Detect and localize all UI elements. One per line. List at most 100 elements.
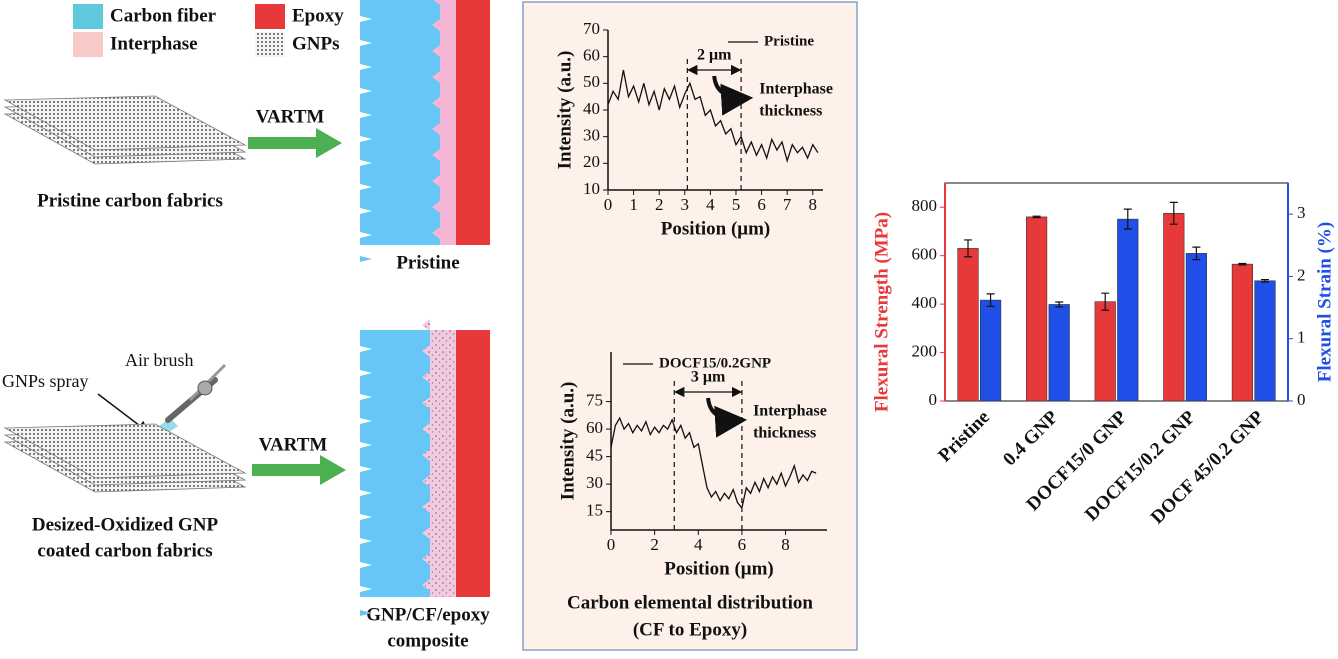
y-tick-label: 200 — [912, 341, 938, 360]
x-tick-label: 7 — [783, 195, 792, 214]
legend-text: Pristine — [764, 33, 814, 49]
y2-tick-label: 2 — [1297, 265, 1306, 284]
caption: GNP/CF/epoxy — [366, 604, 490, 625]
legend-text: Interphase — [110, 33, 198, 54]
diagram-art — [3, 0, 490, 616]
curved-arrow — [706, 397, 748, 438]
bar — [1094, 301, 1116, 402]
process-label: VARTM — [256, 106, 325, 127]
y2-tick-label: 0 — [1297, 390, 1306, 409]
error-bar — [1055, 301, 1064, 308]
y2-tick-label: 1 — [1297, 328, 1306, 347]
annotation: Interphase — [759, 81, 833, 98]
carbon-fiber — [360, 330, 430, 616]
fabric-layer — [3, 95, 247, 151]
caption: coated carbon fabrics — [37, 540, 212, 561]
y-tick-label: 20 — [583, 152, 600, 171]
y2-axis-label: Flexural Strain (%) — [1314, 222, 1335, 382]
caption: Carbon elemental distribution — [567, 592, 813, 613]
annotation: thickness — [759, 103, 822, 120]
y-tick-label: 30 — [586, 473, 603, 492]
bar — [1117, 218, 1139, 402]
bar — [1254, 280, 1276, 402]
x-tick-label: 4 — [706, 195, 715, 214]
caption: composite — [387, 630, 468, 651]
y-tick-label: 70 — [583, 19, 600, 38]
y-tick-label: 400 — [912, 293, 938, 312]
legend-swatch — [255, 32, 285, 57]
data-line — [610, 416, 817, 510]
fabric-layer — [3, 423, 247, 479]
annotation: thickness — [753, 425, 816, 442]
x-axis-label: Position (μm) — [664, 558, 773, 579]
x-tick-label: 4 — [694, 535, 703, 554]
x-tick-label: 2 — [650, 535, 659, 554]
caption: Pristine carbon fabrics — [37, 190, 223, 211]
curved-arrow — [712, 75, 754, 116]
y-tick-label: 75 — [586, 390, 603, 409]
y-tick-label: 10 — [583, 179, 600, 198]
x-tick-label: 8 — [809, 195, 818, 214]
x-tick-label: DOCF 45/0.2 GNP — [1147, 406, 1269, 528]
error-bar — [1032, 215, 1041, 219]
error-bar — [1192, 246, 1201, 261]
x-tick-label: 3 — [681, 195, 690, 214]
x-tick-label: 6 — [738, 535, 747, 554]
bar — [979, 299, 1002, 402]
y-tick-label: 15 — [586, 501, 603, 520]
y-tick-label: 60 — [583, 46, 600, 65]
span-label: 2 μm — [697, 47, 732, 64]
annotation: Interphase — [753, 403, 827, 420]
y-tick-label: 600 — [912, 245, 938, 264]
y2-tick-label: 3 — [1297, 203, 1306, 222]
interphase — [432, 0, 456, 245]
legend-swatch — [73, 32, 103, 57]
error-bar — [1123, 208, 1132, 230]
legend-swatch — [73, 4, 103, 29]
epoxy — [456, 0, 490, 245]
carbon-fiber — [360, 0, 440, 262]
spray-label: GNPs spray — [2, 371, 89, 391]
y-tick-label: 30 — [583, 126, 600, 145]
legend-text: Carbon fiber — [110, 5, 217, 26]
error-bar — [1101, 292, 1110, 311]
error-bar — [1260, 278, 1269, 283]
y-tick-label: 800 — [912, 196, 938, 215]
y-axis-label: Intensity (a.u.) — [557, 382, 578, 501]
y-tick-label: 45 — [586, 446, 603, 465]
legend-text: GNPs — [292, 33, 340, 54]
y-axis-label: Intensity (a.u.) — [554, 51, 575, 170]
x-tick-label: 0 — [607, 535, 616, 554]
bar — [957, 248, 979, 402]
brush-label: Air brush — [125, 350, 194, 370]
x-tick-label: 0.4 GNP — [999, 406, 1063, 470]
epoxy — [456, 330, 490, 597]
legend-text: Epoxy — [292, 5, 344, 26]
legend-swatch — [255, 4, 285, 29]
error-bar — [964, 239, 973, 258]
x-tick-label: 0 — [604, 195, 613, 214]
bar — [1231, 263, 1253, 402]
y-tick-label: 60 — [586, 418, 603, 437]
x-tick-label: 6 — [757, 195, 766, 214]
process-label: VARTM — [259, 434, 328, 455]
error-bar — [1169, 201, 1178, 225]
x-tick-label: Pristine — [934, 407, 994, 467]
error-bar — [986, 293, 995, 307]
panel-box — [522, 1, 858, 651]
caption: Desized-Oxidized GNP — [32, 514, 219, 535]
bar — [1163, 212, 1185, 402]
error-bar — [1238, 262, 1247, 266]
data-line — [607, 69, 819, 163]
y-tick-label: 0 — [929, 390, 938, 409]
bar — [1048, 304, 1070, 402]
interphase — [422, 319, 456, 597]
legend-text: DOCF15/0.2GNP — [659, 355, 771, 371]
caption: (CF to Epoxy) — [633, 619, 747, 640]
y-axis-label: Flexural Strength (MPa) — [871, 212, 892, 412]
x-tick-label: 5 — [732, 195, 741, 214]
process-arrow — [248, 128, 346, 485]
x-tick-label: 2 — [655, 195, 664, 214]
bar — [1026, 216, 1048, 402]
